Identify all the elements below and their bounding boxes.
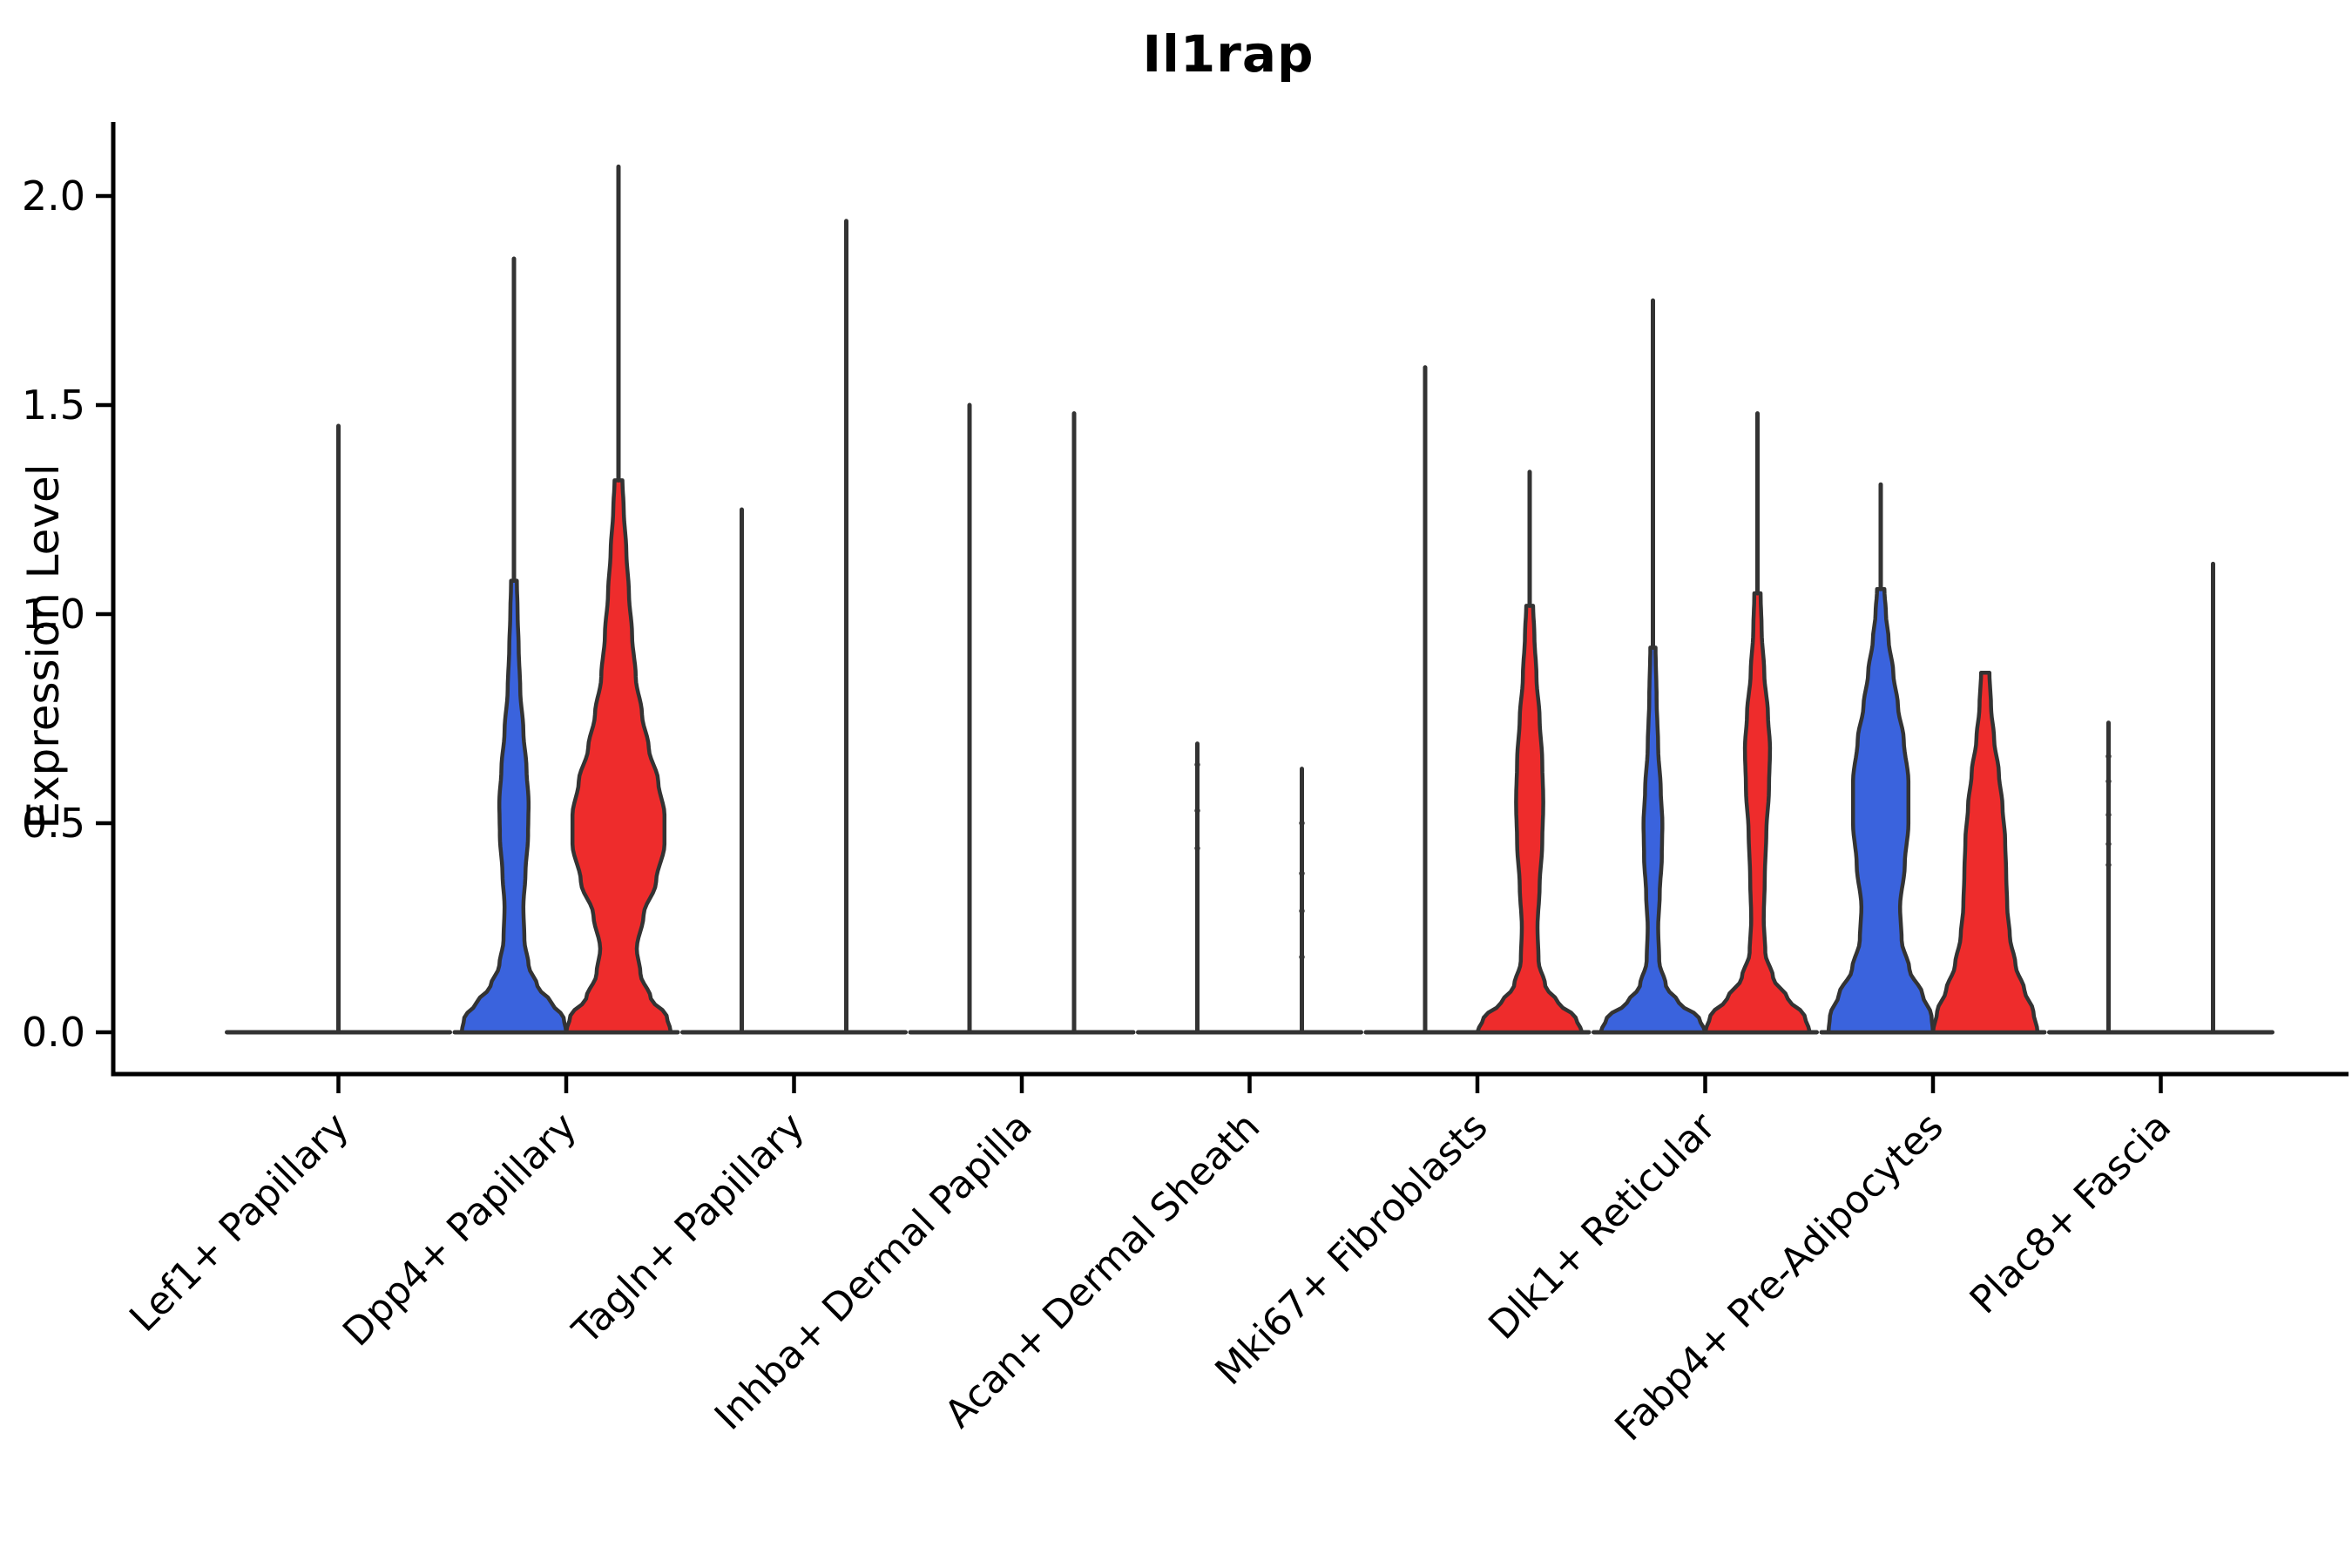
violin-4-right-dot-3 <box>1299 954 1305 960</box>
violin-6-left-body <box>1598 645 1707 1035</box>
violin-7-right-body <box>1930 670 2040 1035</box>
violin-5-right-body <box>1475 604 1585 1035</box>
violin-4-right-dot-1 <box>1299 870 1305 876</box>
category-label-1: Dpp4+ Papillary <box>335 1105 585 1355</box>
violin-8-left-dot-3 <box>2105 841 2112 848</box>
violin-8-left-dot-4 <box>2105 862 2112 868</box>
violin-8-left-dot-0 <box>2105 754 2112 760</box>
violin-4-right-dot-0 <box>1299 820 1305 827</box>
category-label-8: Plac8+ Fascia <box>1962 1105 2180 1323</box>
y-tick-label-3: 1.5 <box>22 382 85 429</box>
category-label-0: Lef1+ Papillary <box>121 1105 357 1341</box>
category-label-2: Tagln+ Papillary <box>564 1105 813 1354</box>
violin-8-left-dot-1 <box>2105 778 2112 785</box>
violin-7-left-body <box>1826 586 1936 1035</box>
plot-title: Il1rap <box>1142 24 1315 84</box>
violin-4-left-dot-1 <box>1194 808 1200 814</box>
violin-1-right-body <box>564 478 673 1035</box>
violin-4-right-dot-2 <box>1299 908 1305 915</box>
y-axis-label: Expression Level <box>18 463 69 829</box>
y-tick-label-0: 0.0 <box>22 1009 85 1056</box>
violin-6-right-body <box>1703 591 1812 1035</box>
violin-8-left-dot-2 <box>2105 812 2112 818</box>
y-tick-label-2: 1.0 <box>22 591 85 638</box>
violin-4-left-dot-2 <box>1194 845 1200 851</box>
category-label-6: Dlk1+ Reticular <box>1480 1104 1725 1348</box>
violin-1-left-body <box>459 578 569 1035</box>
y-tick-label-1: 0.5 <box>22 800 85 847</box>
violin-4-left-dot-0 <box>1194 761 1200 767</box>
y-tick-label-4: 2.0 <box>22 172 85 220</box>
